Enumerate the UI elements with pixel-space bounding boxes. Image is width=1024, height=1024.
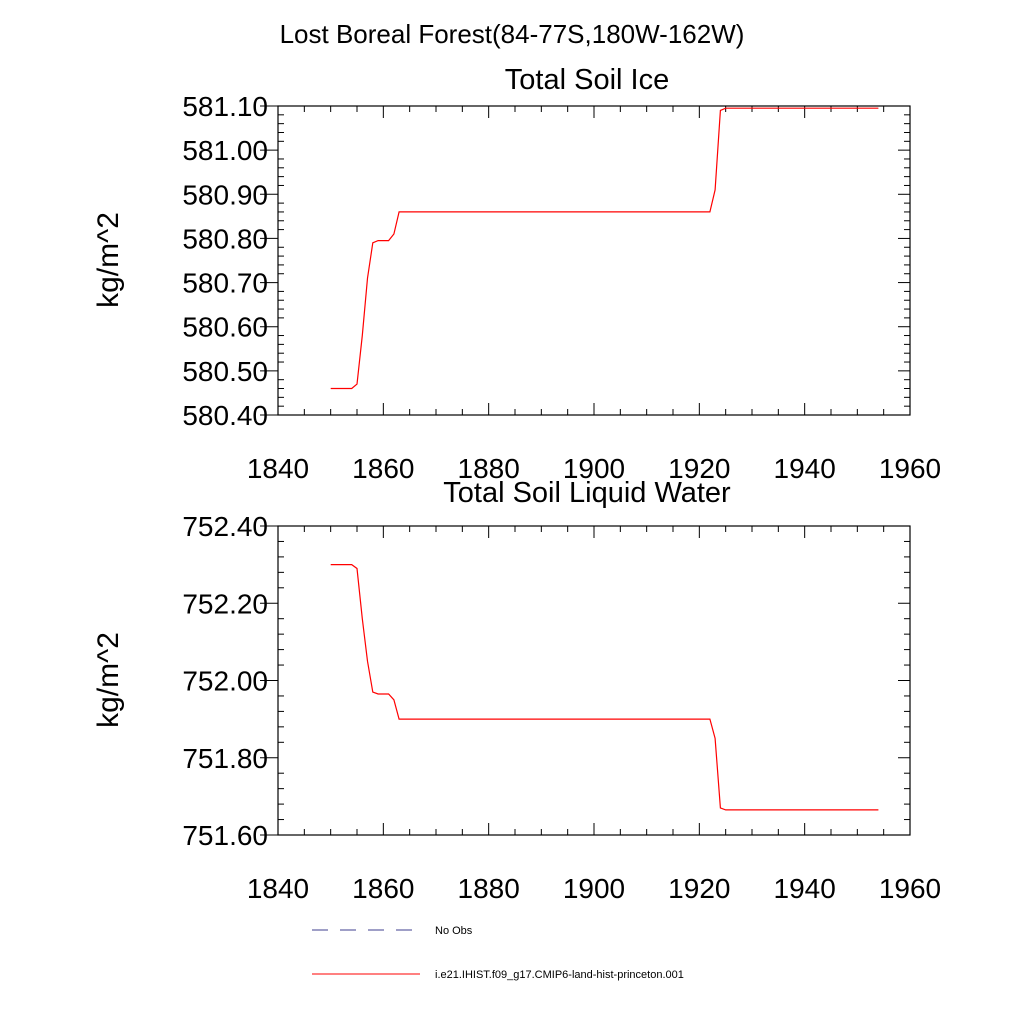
x-tick-label: 1880 bbox=[458, 873, 520, 904]
legend-label-no-obs: No Obs bbox=[435, 925, 473, 937]
x-tick-label: 1900 bbox=[563, 873, 625, 904]
plot-frame bbox=[277, 525, 911, 836]
panel-total-soil-ice: Total Soil Ice kg/m^2 1840 1860 1880 1900 19… bbox=[92, 64, 941, 484]
y-tick-label: 580.40 bbox=[182, 400, 268, 431]
x-tick-label: 1920 bbox=[668, 453, 730, 484]
panel-total-soil-liquid-water: Total Soil Liquid Water kg/m^2 1840 1860 1… bbox=[92, 477, 941, 904]
y-tick-label: 751.60 bbox=[182, 820, 268, 851]
y-tick-label: 581.00 bbox=[182, 135, 268, 166]
x-tick-label: 1860 bbox=[352, 873, 414, 904]
x-tick-label: 1920 bbox=[668, 873, 730, 904]
legend-label-model: i.e21.IHIST.f09_g17.CMIP6-land-hist-prin… bbox=[435, 969, 684, 981]
y-tick-label: 751.80 bbox=[182, 743, 268, 774]
x-tick-label: 1860 bbox=[352, 453, 414, 484]
figure-title: Lost Boreal Forest(84-77S,180W-162W) bbox=[280, 19, 745, 49]
x-tick-label: 1960 bbox=[879, 873, 941, 904]
x-tick-label: 1840 bbox=[247, 453, 309, 484]
y-axis-label: kg/m^2 bbox=[92, 632, 125, 728]
y-axis-label: kg/m^2 bbox=[92, 212, 125, 308]
legend: No Obs i.e21.IHIST.f09_g17.CMIP6-land-hi… bbox=[312, 925, 684, 981]
x-tick-label: 1900 bbox=[563, 453, 625, 484]
x-tick-label: 1880 bbox=[458, 453, 520, 484]
x-tick-label: 1840 bbox=[247, 873, 309, 904]
y-tick-label: 580.70 bbox=[182, 268, 268, 299]
y-tick-label: 752.40 bbox=[182, 511, 268, 542]
series-line-model bbox=[330, 563, 879, 811]
x-tick-label: 1960 bbox=[879, 453, 941, 484]
y-tick-label: 580.50 bbox=[182, 356, 268, 387]
ticks-layer: 1840 1860 1880 1900 1920 1940 1960 580.40 580.50… bbox=[182, 91, 941, 484]
plot-layer bbox=[330, 107, 879, 390]
y-tick-label: 752.20 bbox=[182, 588, 268, 619]
y-tick-label: 581.10 bbox=[182, 91, 268, 122]
y-tick-label: 752.00 bbox=[182, 666, 268, 697]
ticks-layer: 1840 1860 1880 1900 1920 1940 1960 751.60 751.80… bbox=[182, 511, 941, 904]
y-tick-label: 580.60 bbox=[182, 312, 268, 343]
plot-frame bbox=[277, 105, 911, 416]
x-tick-label: 1940 bbox=[774, 873, 836, 904]
series-line-model bbox=[330, 107, 879, 390]
y-tick-label: 580.80 bbox=[182, 223, 268, 254]
panel-title: Total Soil Liquid Water bbox=[443, 477, 731, 509]
y-tick-label: 580.90 bbox=[182, 179, 268, 210]
plot-layer bbox=[330, 563, 879, 811]
panel-title: Total Soil Ice bbox=[505, 64, 669, 96]
x-tick-label: 1940 bbox=[774, 453, 836, 484]
